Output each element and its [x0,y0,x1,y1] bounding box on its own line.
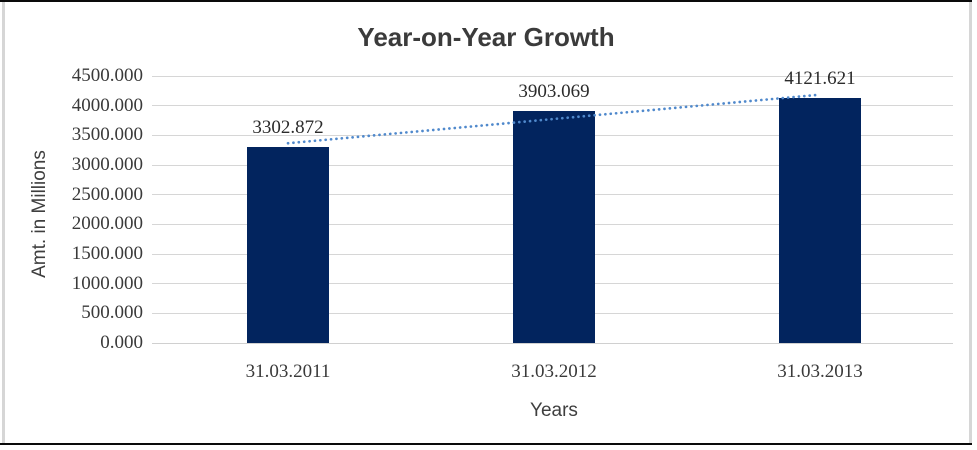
bar-31.03.2011 [247,147,329,343]
y-axis-tick-label: 4000.000 [71,94,143,116]
x-axis-line [152,342,953,344]
plot-area: 3302.872 3903.069 4121.621 [152,68,953,344]
x-axis-title: Years [530,400,578,421]
x-axis-tick-label: 31.03.2012 [511,361,597,382]
y-axis-tick-label: 4500.000 [71,65,143,86]
x-axis-tick-label: 31.03.2011 [245,361,331,382]
y-axis-tick-label: 500.000 [81,302,143,324]
bar-data-label: 3903.069 [518,81,590,103]
y-axis-tick-label: 1000.000 [71,272,143,294]
bar-data-label: 4121.621 [784,68,856,90]
x-axis-tick-label: 31.03.2013 [777,361,863,382]
gridline [152,75,953,77]
frame-border-bottom [0,443,972,445]
bar-data-label: 3302.872 [252,117,324,139]
y-axis-tick-label: 3500.000 [71,124,143,146]
frame-border-top [0,0,972,2]
y-axis-tick-label: 0.000 [100,332,143,353]
bar-31.03.2013 [779,98,861,343]
frame-border-left [2,2,5,443]
gridline [152,105,953,107]
y-axis-tick-label: 1500.000 [71,243,143,264]
y-axis-tick-label: 3000.000 [71,154,143,175]
y-axis-tick-labels: 4500.000 4000.000 3500.000 3000.000 2500.000… [0,65,145,353]
trendline [286,93,822,145]
y-axis-tick-label: 2000.000 [71,213,143,235]
bar-31.03.2012 [513,111,595,343]
trendline-dotted-line [286,93,822,145]
x-axis-tick-labels: 31.03.2011 31.03.2012 31.03.2013 [155,361,953,385]
chart-title: Year-on-Year Growth [357,22,615,52]
frame-border-right [969,2,972,443]
y-axis-tick-label: 2500.000 [71,183,143,205]
